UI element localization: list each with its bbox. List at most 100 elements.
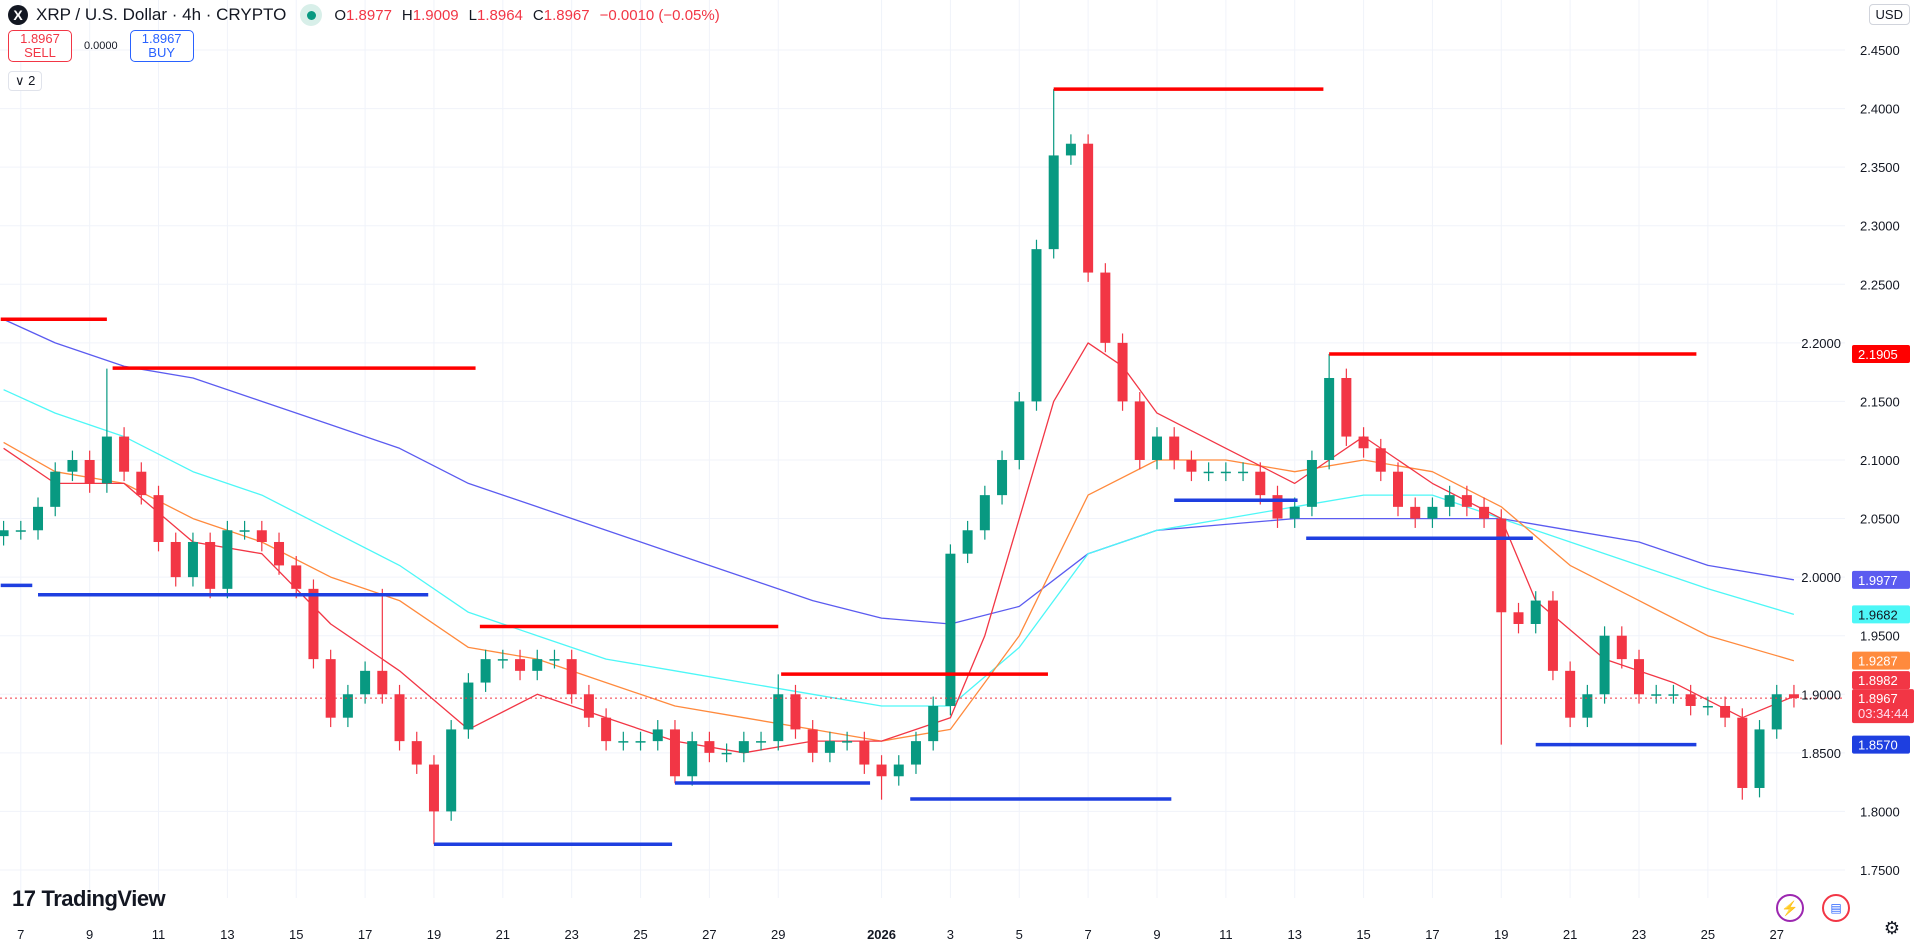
time-tick-label: 7 bbox=[1085, 927, 1092, 942]
candle-body bbox=[256, 530, 267, 542]
candle bbox=[497, 649, 508, 669]
candle bbox=[411, 731, 422, 774]
tradingview-logo[interactable]: 17 TradingView bbox=[12, 886, 166, 912]
buy-button[interactable]: 1.8967 BUY bbox=[129, 30, 194, 62]
candle-body bbox=[377, 670, 388, 695]
price-tick-label: 1.9500 bbox=[1860, 629, 1900, 644]
candle-body bbox=[50, 471, 61, 507]
candle-body bbox=[1134, 401, 1145, 460]
market-status-icon[interactable] bbox=[300, 4, 323, 26]
candle-body bbox=[1547, 600, 1558, 671]
buy-price: 1.8967 bbox=[141, 31, 182, 46]
candle bbox=[1031, 239, 1042, 411]
candle-body bbox=[1651, 694, 1662, 696]
moving-average-line-ma_slow bbox=[3, 389, 1795, 707]
indicators-toggle-button[interactable]: ∨ 2 bbox=[8, 71, 43, 91]
price-tick-label: 2.3000 bbox=[1860, 219, 1900, 234]
candle bbox=[119, 427, 130, 482]
candle bbox=[997, 450, 1008, 505]
price-tick-label: 2.0000 bbox=[1801, 570, 1841, 585]
candle-body bbox=[342, 694, 353, 718]
candle-body bbox=[1565, 670, 1576, 718]
xrp-logo-icon: X bbox=[8, 5, 28, 25]
candle-body bbox=[979, 495, 990, 531]
candle bbox=[1702, 696, 1713, 716]
candle bbox=[928, 696, 939, 751]
candle bbox=[807, 720, 818, 763]
time-tick-label: 7 bbox=[17, 927, 24, 942]
candle-body bbox=[1754, 729, 1765, 788]
candle bbox=[515, 649, 526, 681]
time-tick-label: 13 bbox=[220, 927, 234, 942]
candle bbox=[342, 684, 353, 728]
symbol-title[interactable]: XRP / U.S. Dollar · 4h · CRYPTO bbox=[36, 5, 287, 24]
time-tick-label: 11 bbox=[152, 927, 166, 942]
candle-body bbox=[704, 741, 715, 753]
candle-body bbox=[1582, 694, 1593, 718]
candle bbox=[239, 520, 250, 540]
candle-body bbox=[1324, 377, 1335, 460]
candle bbox=[274, 532, 285, 575]
candle-body bbox=[463, 682, 474, 730]
candle bbox=[687, 731, 698, 786]
candle bbox=[790, 684, 801, 739]
price-tick-label: 2.2000 bbox=[1801, 336, 1841, 351]
candle bbox=[480, 649, 491, 692]
candle bbox=[962, 520, 973, 564]
candle bbox=[910, 731, 921, 774]
candle-body bbox=[893, 764, 904, 777]
candle-body bbox=[1358, 436, 1369, 449]
price-marker-label: 1.9287 bbox=[1858, 654, 1898, 669]
candle-body bbox=[532, 659, 543, 671]
candle-body bbox=[1616, 635, 1627, 660]
candle bbox=[945, 544, 956, 716]
time-tick-label: 19 bbox=[427, 927, 441, 942]
last-price-marker bbox=[1852, 689, 1914, 724]
candle bbox=[101, 368, 112, 493]
candle-body bbox=[1702, 705, 1713, 708]
candle-body bbox=[1530, 600, 1541, 624]
candle-body bbox=[601, 717, 612, 742]
candle-body bbox=[1203, 471, 1214, 474]
candle bbox=[601, 708, 612, 751]
candle bbox=[1341, 368, 1352, 446]
us-flag-icon[interactable]: ▤ bbox=[1822, 894, 1850, 922]
candle-body bbox=[876, 764, 887, 777]
candle-body bbox=[1272, 495, 1283, 519]
sell-button[interactable]: 1.8967 SELL bbox=[8, 30, 72, 62]
price-tick-label: 2.2500 bbox=[1860, 277, 1900, 292]
time-tick-label: 17 bbox=[1425, 927, 1439, 942]
lightning-icon[interactable]: ⚡ bbox=[1776, 894, 1804, 922]
close-label: C bbox=[532, 6, 544, 24]
candle bbox=[1375, 438, 1386, 482]
high-value: 1.9009 bbox=[412, 6, 459, 24]
price-marker-ma_mid bbox=[1852, 651, 1910, 670]
price-marker-label: 1.8570 bbox=[1858, 738, 1898, 753]
sell-label: SELL bbox=[24, 45, 56, 60]
candle bbox=[308, 579, 319, 669]
price-tick-label: 2.1000 bbox=[1860, 453, 1900, 468]
candle bbox=[1788, 684, 1799, 708]
tradingview-mark-icon: 17 bbox=[12, 886, 36, 911]
candle bbox=[979, 485, 990, 540]
candle bbox=[222, 520, 233, 599]
time-tick-label: 15 bbox=[289, 927, 303, 942]
change-value: −0.0010 (−0.05%) bbox=[599, 6, 720, 24]
candle bbox=[170, 532, 181, 587]
candle bbox=[1479, 497, 1490, 528]
candle-body bbox=[773, 694, 784, 742]
currency-button[interactable]: USD bbox=[1868, 4, 1910, 25]
time-tick-label: 21 bbox=[496, 927, 510, 942]
gear-icon[interactable]: ⚙ bbox=[1883, 918, 1900, 938]
candle-body bbox=[170, 541, 181, 578]
time-tick-label: 11 bbox=[1219, 927, 1233, 942]
candle-body bbox=[33, 506, 44, 531]
candle-body bbox=[1513, 612, 1524, 624]
candle bbox=[256, 520, 267, 552]
price-marker-ma_slow bbox=[1852, 605, 1910, 624]
candle bbox=[1272, 485, 1283, 528]
candle bbox=[1048, 89, 1059, 259]
candle-body bbox=[1169, 436, 1180, 460]
bar-countdown-label: 03:34:44 bbox=[1858, 706, 1909, 721]
